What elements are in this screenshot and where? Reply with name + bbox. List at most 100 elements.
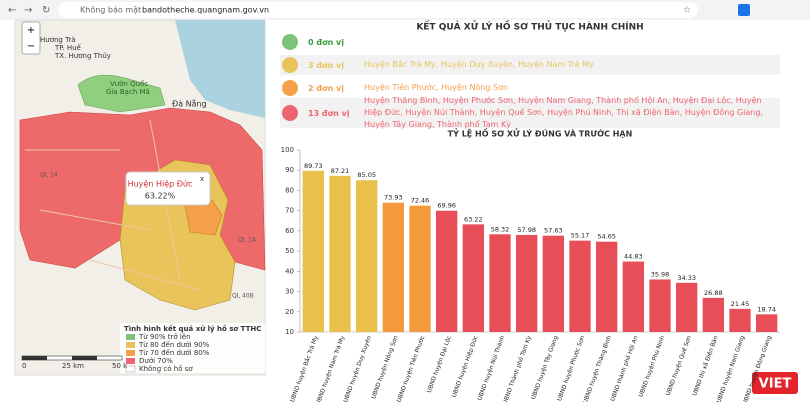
bar <box>489 234 511 332</box>
region-green <box>77 74 166 113</box>
summary-row: 13 đơn vị Huyện Thăng Bình, Huyện Phước S… <box>280 96 780 129</box>
zoom-control <box>21 21 41 55</box>
x-tick-label: UBND huyện Hiệp Đức <box>451 335 480 399</box>
bar <box>676 282 698 332</box>
y-tick-label: 80 <box>285 186 294 194</box>
legend-item: Từ 70 đến dưới 80% <box>138 349 210 357</box>
chart-title: TỶ LỆ HỒ SƠ XỬ LÝ ĐÚNG VÀ TRƯỚC HẠN <box>448 127 633 139</box>
address-bar[interactable] <box>58 2 698 18</box>
place-label: Đà Nẵng <box>172 99 207 109</box>
place-label: Hương Trà <box>40 36 76 44</box>
status-dot <box>282 34 298 50</box>
map-legend <box>120 323 265 373</box>
bar <box>649 279 671 332</box>
legend-swatch <box>126 342 135 348</box>
road-label: QL 1A <box>238 237 257 244</box>
bar <box>702 297 724 332</box>
watermark: VIET <box>759 377 792 392</box>
value-label: 54.65 <box>597 233 616 241</box>
y-tick-label: 30 <box>285 288 294 296</box>
place-label: Vườn Quốc <box>110 80 148 88</box>
security-label: Không bảo mật <box>80 5 141 16</box>
value-label: 44.83 <box>624 253 643 261</box>
value-label: 58.32 <box>491 225 510 233</box>
scale-label: 50 k <box>112 362 128 370</box>
unit-count: 3 đơn vị <box>308 60 345 70</box>
legend-swatch <box>126 350 135 356</box>
url: bandotheche.quangnam.gov.vn <box>142 6 269 15</box>
x-tick-label: UBND huyện Núi Thành <box>476 335 506 402</box>
zoom-in[interactable]: + <box>27 25 35 36</box>
bar <box>596 241 618 332</box>
legend-item: Dưới 70% <box>139 357 173 365</box>
legend-swatch <box>125 365 136 373</box>
value-label: 87.21 <box>331 167 350 175</box>
y-tick-label: 50 <box>285 247 294 255</box>
unit-list: Huyện Thăng Bình, Huyện Phước Sơn, Huyện… <box>364 96 763 129</box>
x-tick-label: UBND huyện Đại Lộc <box>426 335 453 394</box>
bar <box>356 180 378 332</box>
bar <box>329 175 351 332</box>
x-tick-label: UBND huyện Duy Xuyên <box>342 334 373 402</box>
unit-list: Huyện Bắc Trà My, Huyện Duy Xuyên, Huyện… <box>364 60 594 69</box>
status-dot <box>282 105 298 121</box>
value-label: 34.33 <box>677 274 696 282</box>
bar <box>729 308 751 332</box>
road-label: QL 14 <box>40 172 58 179</box>
y-tick-label: 90 <box>285 166 294 174</box>
bar <box>382 202 404 332</box>
value-label: 73.93 <box>384 194 403 202</box>
scale-label: 25 km <box>62 362 84 370</box>
y-tick-label: 20 <box>285 308 294 316</box>
x-tick-label: UBND huyện Bắc Trà My <box>289 334 320 402</box>
value-label: 85.05 <box>357 171 376 179</box>
value-label: 89.73 <box>304 162 323 170</box>
legend-item: Từ 90% trở lên <box>138 333 191 341</box>
value-label: 57.98 <box>517 226 536 234</box>
profile-icon[interactable] <box>738 4 750 16</box>
unit-count: 2 đơn vị <box>308 83 345 93</box>
legend-title: Tình hình kết quả xử lý hồ sơ TTHC <box>124 324 261 333</box>
zoom-out[interactable]: − <box>27 41 35 52</box>
x-tick-label: UBND thị xã Điện Bàn <box>691 335 719 397</box>
x-tick-label: UBND Thành phố Tam Kỳ <box>502 334 534 402</box>
value-label: 69.96 <box>437 202 456 210</box>
x-tick-label: UBND thành phố Hội An <box>609 334 639 402</box>
x-tick-label: UBND huyện Nông Sơn <box>370 335 400 400</box>
status-dot <box>282 80 298 96</box>
y-tick-label: 100 <box>281 146 294 154</box>
summary-title: KẾT QUẢ XỬ LÝ HỒ SƠ THỦ TỤC HÀNH CHÍNH <box>416 20 643 33</box>
legend-swatch <box>126 334 135 340</box>
scale-label: 0 <box>22 362 26 370</box>
popup-close[interactable]: x <box>200 175 204 183</box>
value-label: 55.17 <box>571 232 590 240</box>
bookmark-icon[interactable]: ☆ <box>683 6 691 16</box>
reload-button[interactable]: ↻ <box>42 5 50 16</box>
unit-count: 0 đơn vị <box>308 37 345 47</box>
place-label: TP. Huế <box>54 44 82 52</box>
back-button[interactable]: ← <box>8 5 16 16</box>
legend-item: Từ 80 đến dưới 90% <box>138 341 210 349</box>
bar <box>516 234 538 332</box>
place-label: Gia Bạch Mã <box>106 88 150 96</box>
value-label: 35.98 <box>651 270 670 278</box>
scale-bar <box>22 356 47 360</box>
summary-row: 3 đơn vị Huyện Bắc Trà My, Huyện Duy Xuyê… <box>280 55 780 75</box>
status-dot <box>282 57 298 73</box>
unit-list: Huyện Tiên Phước, Huyện Nông Sơn <box>364 83 509 92</box>
bar <box>436 210 458 332</box>
x-tick-label: UBND huyện Quế Sơn <box>665 335 693 397</box>
forward-button[interactable]: → <box>24 5 32 16</box>
legend-item: Không có hồ sơ <box>139 365 193 373</box>
watermark-box <box>752 372 798 394</box>
x-tick-label: UBND huyện Phước Sơn <box>556 334 586 402</box>
value-label: 63.22 <box>464 215 483 223</box>
x-tick-label: UBND huyện Nam Giang <box>715 335 746 402</box>
roads <box>25 119 201 291</box>
bar <box>462 224 484 332</box>
bar <box>302 170 324 332</box>
popup-value: 63.22% <box>145 192 176 201</box>
value-label: 18.74 <box>757 305 776 313</box>
